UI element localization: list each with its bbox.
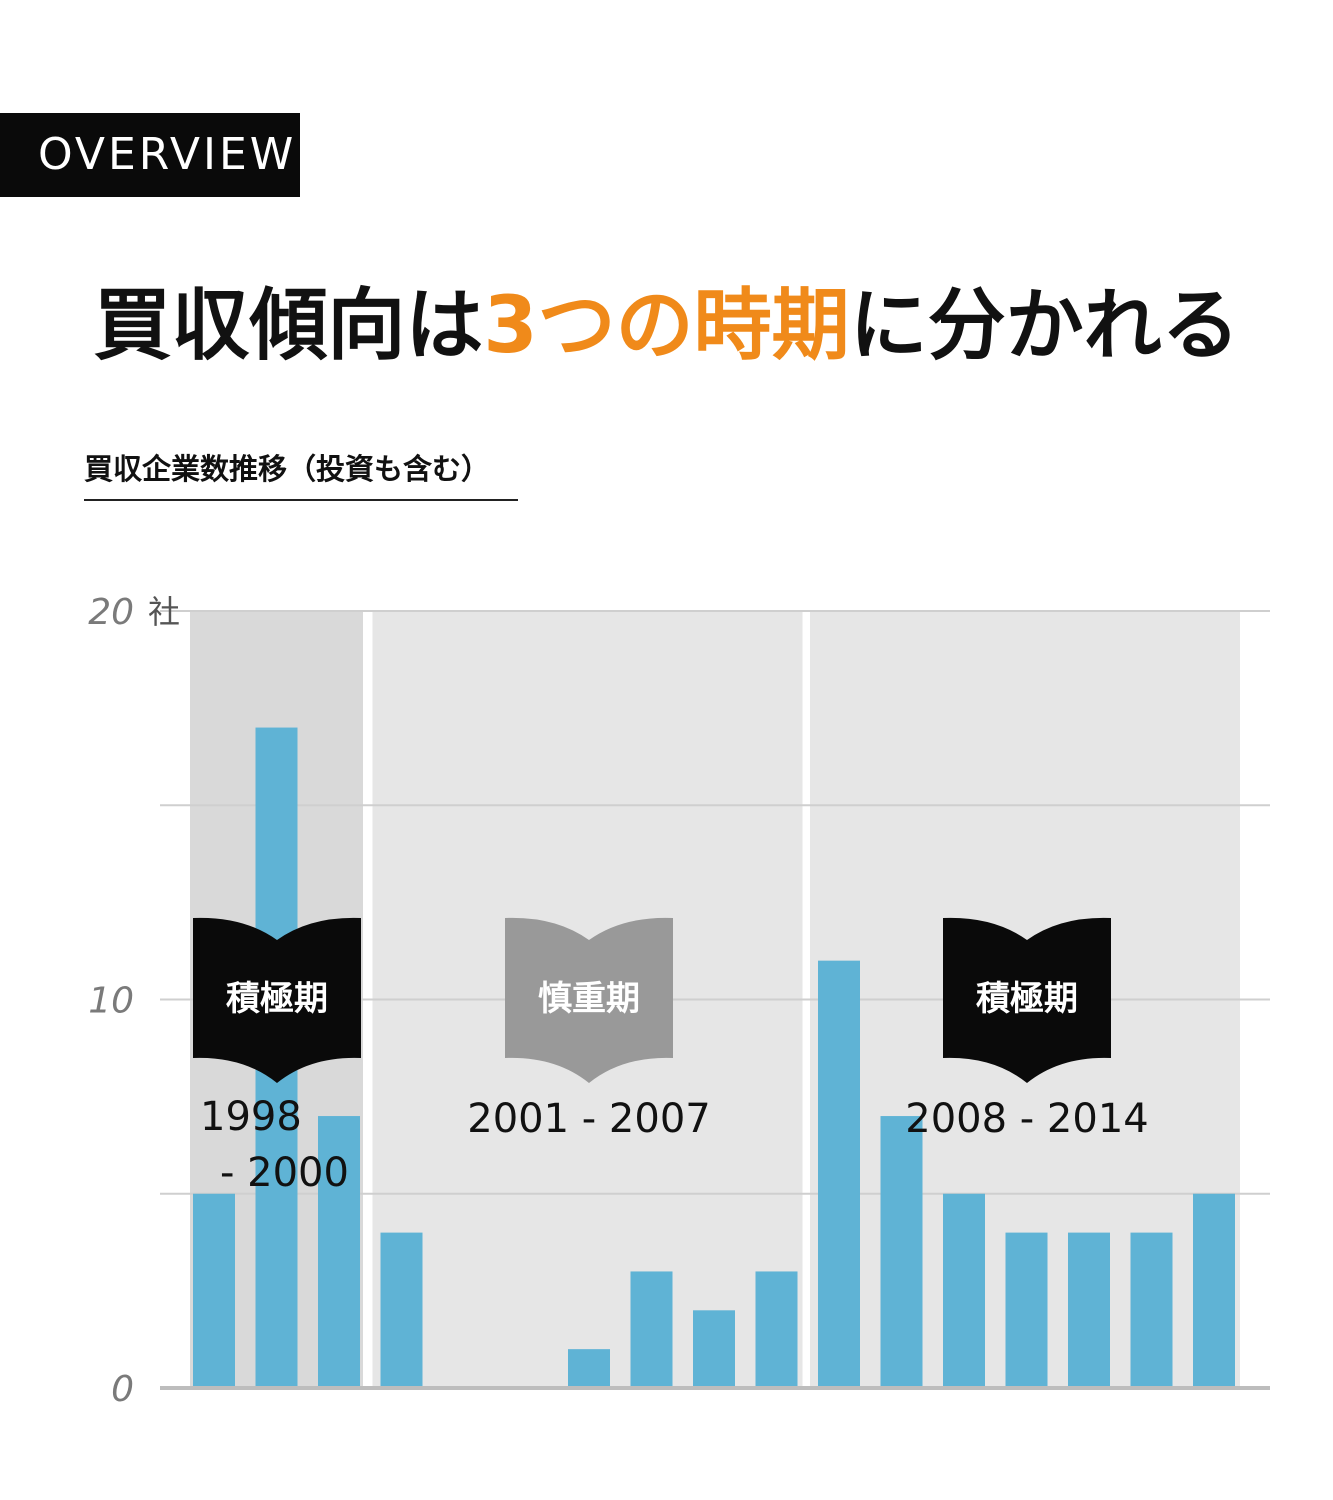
period-2-years: 2001 - 2007 [467,1096,710,1142]
period-1-years-line2: - 2000 [220,1150,349,1196]
overview-tag-label: OVERVIEW [38,129,297,180]
overview-tag [0,113,300,197]
bar [1193,1193,1235,1388]
period-3-label: 積極期 [976,979,1078,1019]
y-axis-unit: 社 [148,593,180,631]
period-3-years: 2008 - 2014 [905,1096,1148,1142]
bar [818,960,860,1388]
y-tick-label: 10 [88,981,134,1022]
period-1-book-icon [193,917,361,1083]
y-tick-label: 20 [88,592,134,633]
bar [568,1349,610,1388]
bar [630,1271,673,1388]
period-2-book-icon [505,917,673,1083]
headline-part1: 買収傾向は [93,281,484,371]
y-tick-label: 0 [111,1369,134,1410]
period-3-book-icon [943,917,1111,1083]
period-1-years-line1: 1998 [200,1094,302,1140]
bar [693,1310,735,1388]
bar [880,1116,923,1388]
headline-accent: 3つの時期 [483,281,850,371]
bar [943,1193,985,1388]
headline-part2: に分かれる [849,281,1240,371]
chart-title-underline [84,499,518,501]
bar [318,1116,360,1388]
bar [193,1193,235,1388]
period-1-label: 積極期 [226,979,328,1019]
bar [1005,1232,1048,1388]
overview-tag-notch [330,113,358,197]
page-headline: 買収傾向は3つの時期に分かれる [0,278,1333,374]
bar [1068,1232,1110,1388]
bar [755,1271,798,1388]
bar [380,1232,423,1388]
chart-title: 買収企業数推移（投資も含む） [84,452,491,486]
period-2-label: 慎重期 [538,979,640,1019]
bar [1130,1232,1173,1388]
